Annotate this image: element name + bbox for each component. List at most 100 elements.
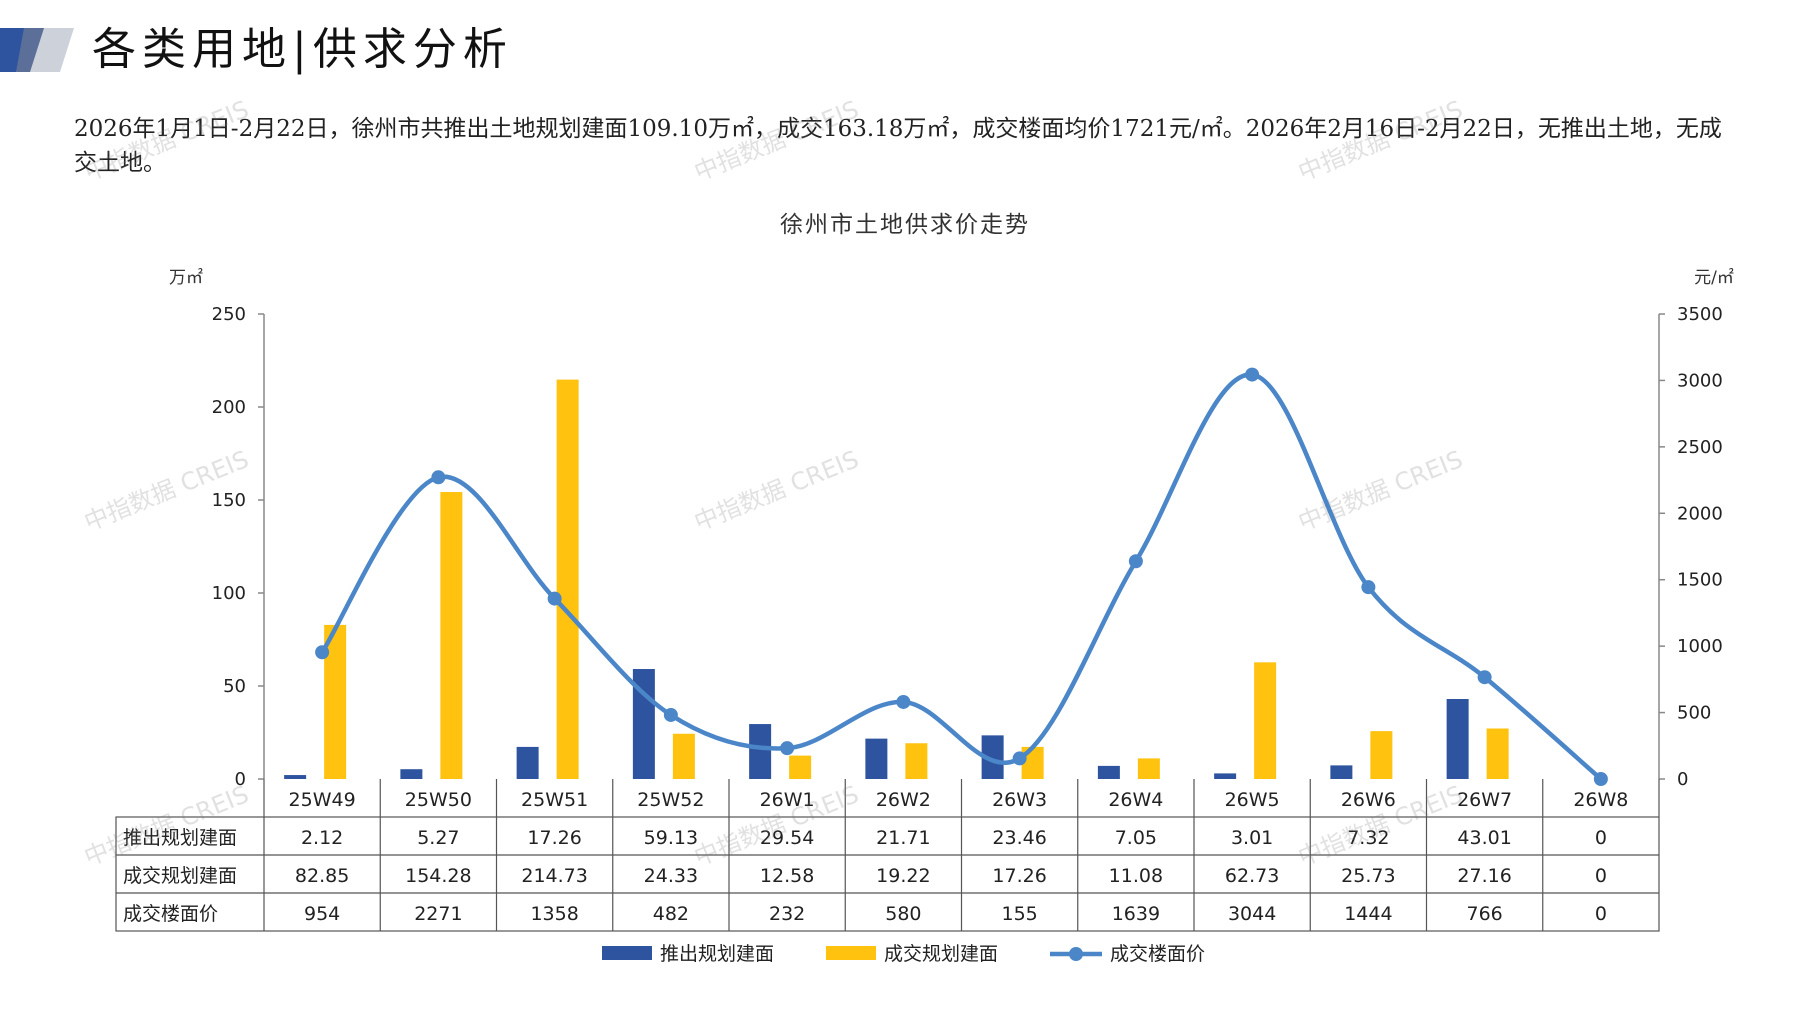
- bar-deal: [905, 743, 928, 779]
- x-tick-label: 26W7: [1457, 789, 1512, 811]
- table-cell: 7.32: [1347, 827, 1389, 849]
- x-tick-label: 26W3: [992, 789, 1047, 811]
- table-cell: 1358: [530, 903, 578, 925]
- table-cell: 43.01: [1457, 827, 1511, 849]
- table-cell: 25.73: [1341, 865, 1395, 887]
- price-point: [663, 707, 678, 722]
- price-point: [780, 741, 795, 756]
- price-point: [1477, 670, 1492, 685]
- table-row-header: 成交楼面价: [123, 903, 218, 925]
- table-cell: 23.46: [992, 827, 1046, 849]
- price-point: [547, 591, 562, 606]
- y-left-tick-label: 100: [212, 583, 246, 604]
- bars: [284, 379, 1509, 779]
- bar-supply: [1330, 765, 1353, 779]
- bar-supply: [1097, 765, 1120, 779]
- bar-supply: [981, 735, 1004, 779]
- x-tick-label: 26W2: [876, 789, 931, 811]
- price-point: [1012, 751, 1027, 766]
- bar-supply: [1214, 773, 1237, 779]
- table-cell: 232: [769, 903, 805, 925]
- x-tick-label: 25W49: [289, 789, 356, 811]
- x-tick-label: 25W50: [405, 789, 472, 811]
- logo-shape-overlay: [16, 28, 44, 72]
- price-point: [1245, 367, 1260, 382]
- table-cell: 29.54: [760, 827, 814, 849]
- bar-deal: [789, 755, 812, 779]
- price-line-group: [315, 367, 1608, 786]
- y-left-unit: 万㎡: [169, 268, 203, 288]
- bar-supply: [516, 746, 539, 779]
- y-right-tick-label: 2500: [1677, 437, 1723, 458]
- y-left-tick-label: 250: [212, 304, 246, 325]
- price-point: [1128, 554, 1143, 569]
- table-cell: 2.12: [301, 827, 343, 849]
- y-left-tick-label: 200: [212, 397, 246, 418]
- table-cell: 155: [1001, 903, 1037, 925]
- table-cell: 24.33: [644, 865, 698, 887]
- legend-swatch-price-marker: [1069, 947, 1083, 961]
- table-row-header: 推出规划建面: [123, 827, 237, 849]
- x-tick-label: 26W6: [1341, 789, 1396, 811]
- data-table: 25W49 25W50 25W51 25W52 26W1 26W2 26W3 26W4 26W5…: [115, 779, 1660, 932]
- bar-deal: [556, 379, 579, 779]
- bar-supply: [749, 724, 772, 779]
- bar-deal: [672, 733, 695, 779]
- table-cell: 17.26: [527, 827, 581, 849]
- table-cell: 0: [1595, 865, 1607, 887]
- bar-deal: [324, 624, 347, 779]
- table-cell: 5.27: [417, 827, 459, 849]
- price-point: [896, 694, 911, 709]
- table-cell: 17.26: [992, 865, 1046, 887]
- table-cell: 3044: [1228, 903, 1276, 925]
- y-right-tick-label: 1000: [1677, 636, 1723, 657]
- bar-supply: [1446, 699, 1469, 779]
- legend-swatch-deal: [826, 946, 876, 960]
- bar-supply: [865, 738, 888, 779]
- x-tick-label: 26W4: [1108, 789, 1163, 811]
- table-row-header: 成交规划建面: [123, 865, 237, 887]
- price-line: [320, 372, 1603, 781]
- y-right-tick-label: 0: [1677, 769, 1688, 790]
- price-point: [315, 645, 330, 660]
- logo: [0, 28, 74, 72]
- y-right-tick-label: 1500: [1677, 570, 1723, 591]
- table-cell: 11.08: [1109, 865, 1163, 887]
- page-title: 各类用地|供求分析: [92, 24, 513, 75]
- y-right-unit: 元/㎡: [1694, 268, 1734, 288]
- table-cell: 1444: [1344, 903, 1392, 925]
- table-cell: 62.73: [1225, 865, 1279, 887]
- y-right-tick-label: 3000: [1677, 370, 1723, 391]
- table-cell: 12.58: [760, 865, 814, 887]
- table-cell: 154.28: [405, 865, 471, 887]
- axes: 0501001502002500500100015002000250030003…: [212, 304, 1723, 790]
- price-point: [431, 470, 446, 485]
- table-cell: 0: [1595, 827, 1607, 849]
- x-tick-label: 25W52: [637, 789, 704, 811]
- bar-deal: [1370, 731, 1393, 779]
- table-cell: 3.01: [1231, 827, 1273, 849]
- y-right-tick-label: 3500: [1677, 304, 1723, 325]
- table-cell: 19.22: [876, 865, 930, 887]
- summary-text: 2026年1月1日-2月22日，徐州市共推出土地规划建面109.10万㎡，成交1…: [74, 116, 1722, 176]
- bar-deal: [1137, 758, 1160, 779]
- table-border: [115, 816, 1660, 932]
- table-cell: 482: [653, 903, 689, 925]
- x-tick-label: 26W8: [1573, 789, 1628, 811]
- table-cell: 214.73: [521, 865, 587, 887]
- table-cell: 0: [1595, 903, 1607, 925]
- price-point: [1593, 772, 1608, 786]
- table-cell: 59.13: [644, 827, 698, 849]
- y-left-tick-label: 50: [223, 676, 246, 697]
- x-tick-label: 26W5: [1225, 789, 1280, 811]
- bar-deal: [1486, 728, 1509, 779]
- y-right-tick-label: 500: [1677, 703, 1711, 724]
- y-left-tick-label: 0: [235, 769, 246, 790]
- legend-label-supply: 推出规划建面: [660, 943, 774, 965]
- bar-deal: [440, 492, 463, 779]
- table-cell: 82.85: [295, 865, 349, 887]
- table-cell: 7.05: [1115, 827, 1157, 849]
- x-tick-label: 25W51: [521, 789, 588, 811]
- chart-title: 徐州市土地供求价走势: [780, 212, 1030, 238]
